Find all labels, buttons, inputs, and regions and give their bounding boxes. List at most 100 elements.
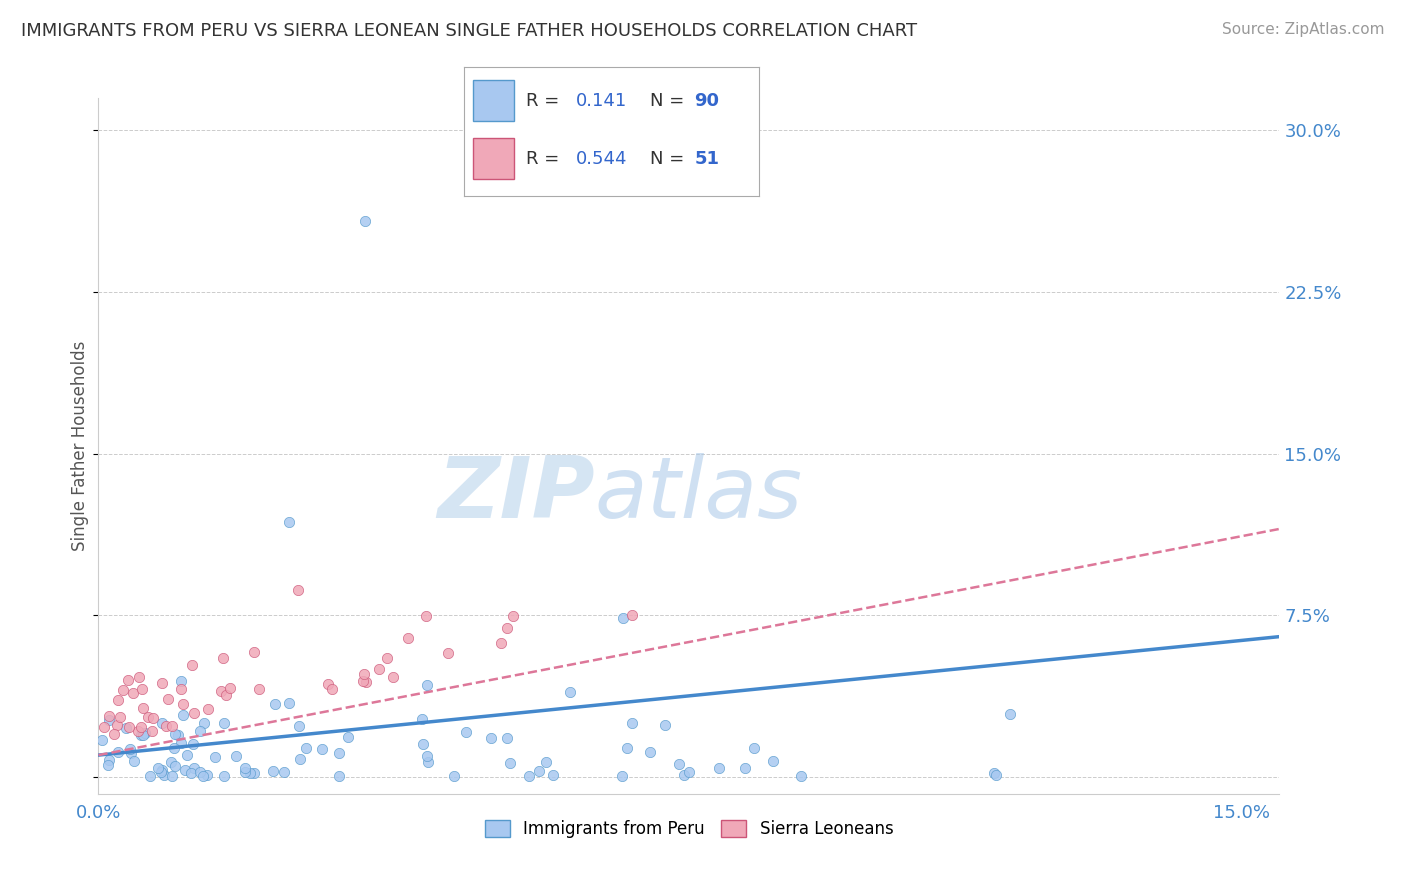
- Point: [443, 769, 465, 783]
- Point: [155, 719, 177, 733]
- Point: [262, 764, 284, 778]
- Point: [157, 691, 180, 706]
- Point: [134, 726, 156, 740]
- Point: [124, 754, 146, 768]
- Text: R =: R =: [526, 150, 565, 168]
- Point: [375, 650, 398, 665]
- Point: [197, 768, 219, 782]
- Text: IMMIGRANTS FROM PERU VS SIERRA LEONEAN SINGLE FATHER HOUSEHOLDS CORRELATION CHAR: IMMIGRANTS FROM PERU VS SIERRA LEONEAN S…: [21, 22, 917, 40]
- Point: [197, 702, 219, 716]
- Point: [163, 727, 186, 741]
- Point: [287, 583, 309, 598]
- Point: [295, 740, 318, 755]
- Point: [368, 662, 391, 676]
- Text: N =: N =: [650, 150, 690, 168]
- Point: [160, 719, 183, 733]
- Text: ZIP: ZIP: [437, 453, 595, 536]
- Point: [983, 766, 1005, 780]
- Point: [131, 700, 153, 714]
- Point: [114, 722, 136, 736]
- Point: [517, 769, 540, 783]
- Point: [249, 682, 271, 697]
- Point: [120, 746, 142, 760]
- Point: [160, 755, 183, 769]
- Point: [204, 750, 226, 764]
- Point: [107, 693, 129, 707]
- Point: [668, 756, 690, 771]
- Point: [172, 707, 194, 722]
- Point: [412, 737, 434, 751]
- Point: [673, 767, 696, 781]
- Point: [97, 753, 120, 767]
- Point: [527, 764, 550, 779]
- Text: 90: 90: [695, 92, 720, 110]
- Point: [191, 769, 214, 783]
- Point: [354, 675, 377, 690]
- Point: [621, 716, 644, 731]
- Point: [141, 723, 163, 738]
- Point: [496, 731, 519, 746]
- Legend: Immigrants from Peru, Sierra Leoneans: Immigrants from Peru, Sierra Leoneans: [478, 814, 900, 845]
- Point: [212, 716, 235, 731]
- Point: [139, 769, 162, 783]
- Point: [534, 755, 557, 769]
- Text: 0.544: 0.544: [576, 150, 627, 168]
- Point: [172, 697, 194, 711]
- Point: [742, 740, 765, 755]
- Point: [150, 715, 173, 730]
- Point: [166, 728, 188, 742]
- Point: [489, 636, 512, 650]
- Point: [149, 764, 172, 779]
- Point: [239, 766, 262, 780]
- Point: [183, 737, 205, 751]
- Point: [180, 766, 202, 780]
- Point: [183, 706, 205, 720]
- Y-axis label: Single Father Households: Single Father Households: [72, 341, 90, 551]
- Point: [263, 698, 285, 712]
- Point: [170, 736, 193, 750]
- Text: R =: R =: [526, 92, 565, 110]
- Text: 0.141: 0.141: [576, 92, 627, 110]
- Point: [122, 685, 145, 699]
- Point: [288, 719, 311, 733]
- Point: [479, 731, 502, 745]
- Point: [620, 608, 643, 623]
- Point: [214, 769, 236, 783]
- Point: [353, 667, 375, 681]
- Point: [183, 761, 205, 775]
- Point: [97, 758, 120, 772]
- Point: [117, 673, 139, 687]
- Point: [128, 670, 150, 684]
- Point: [150, 763, 173, 777]
- Point: [416, 749, 439, 764]
- Point: [233, 761, 256, 775]
- Point: [132, 728, 155, 742]
- Point: [502, 609, 524, 624]
- Point: [181, 658, 204, 673]
- Point: [212, 650, 235, 665]
- Point: [498, 756, 520, 770]
- Point: [678, 764, 700, 779]
- Point: [998, 707, 1021, 722]
- Point: [612, 611, 634, 625]
- Point: [437, 646, 460, 660]
- Point: [111, 683, 134, 698]
- Point: [142, 711, 165, 725]
- Point: [219, 681, 242, 695]
- Point: [734, 761, 756, 775]
- Point: [328, 746, 350, 760]
- Point: [170, 674, 193, 689]
- Point: [381, 670, 404, 684]
- Point: [174, 763, 197, 777]
- Text: 51: 51: [695, 150, 720, 168]
- Point: [193, 715, 215, 730]
- Point: [709, 761, 731, 775]
- Point: [328, 769, 350, 783]
- Point: [396, 631, 419, 645]
- Point: [225, 749, 247, 764]
- Point: [129, 729, 152, 743]
- Point: [352, 674, 374, 689]
- Point: [415, 609, 437, 624]
- Point: [277, 696, 299, 710]
- Point: [610, 768, 633, 782]
